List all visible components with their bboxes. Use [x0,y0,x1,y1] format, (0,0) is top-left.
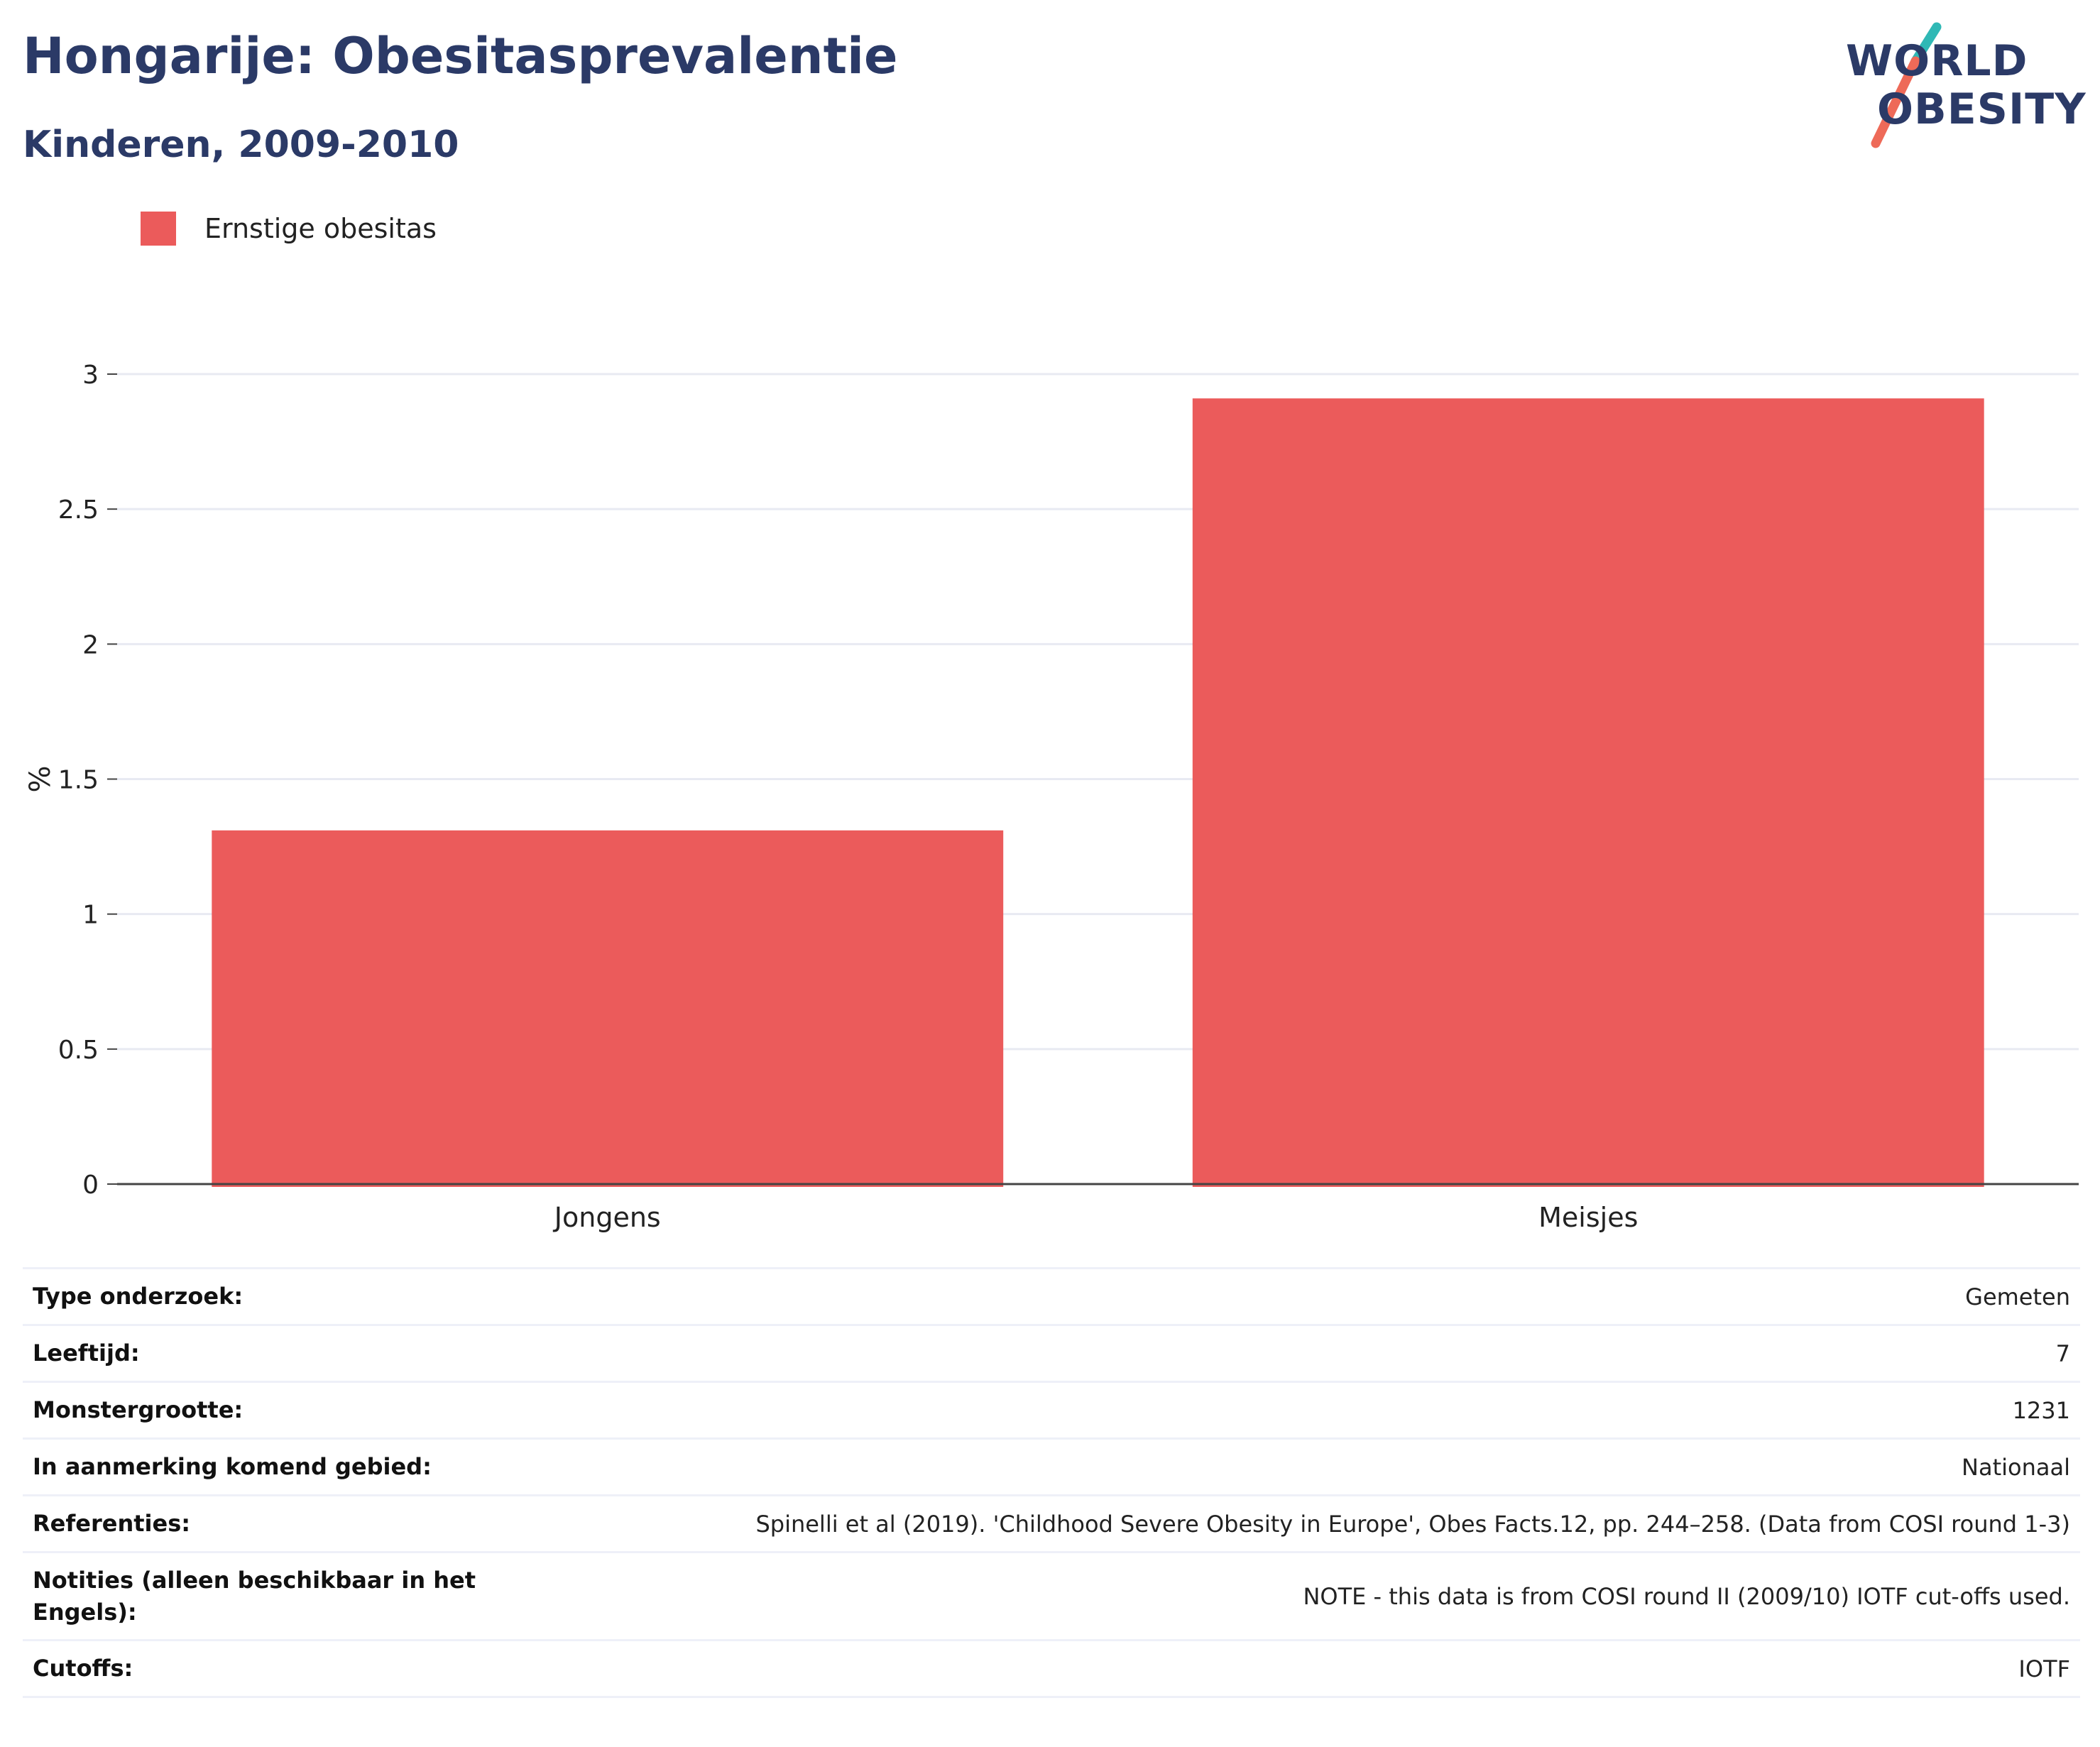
info-label: Leeftijd: [23,1324,497,1382]
x-tick-label: Jongens [553,1202,661,1233]
info-label: In aanmerking komend gebied: [23,1437,497,1496]
info-value: 7 [497,1324,2080,1382]
logo-text-world: WORLD [1846,36,2028,86]
logo-text-obesity: OBESITY [1877,84,2087,134]
y-tick-label: 0.5 [58,1036,99,1065]
info-label: Type onderzoek: [23,1267,497,1325]
legend-label: Ernstige obesitas [204,213,437,244]
chart-subtitle: Kinderen, 2009-2010 [23,124,459,166]
info-label: Monstergrootte: [23,1381,497,1439]
logo-slash-icon [1871,22,1942,148]
info-row: Notities (alleen beschikbaar in het Enge… [23,1551,2080,1641]
bar [1192,398,1984,1187]
bar [212,830,1004,1187]
info-value: IOTF [497,1639,2080,1698]
info-row: Cutoffs: IOTF [23,1639,2080,1698]
y-tick-label: 3 [82,361,99,390]
info-row: Leeftijd: 7 [23,1324,2080,1382]
bar-chart: 0 0.5 1 1.5 2 2.5 3% Jongens Meisjes [24,361,2079,1233]
info-value: NOTE - this data is from COSI round II (… [497,1551,2080,1641]
info-row: Type onderzoek: Gemeten [23,1267,2080,1325]
world-obesity-logo: WORLD OBESITY [1846,21,2087,149]
y-tick-label: 1 [82,901,99,930]
y-tick-label: 2.5 [58,495,99,525]
y-tick-label: 2 [82,630,99,659]
y-axis-label: % [24,765,57,792]
info-label: Referenties: [23,1494,497,1552]
info-value: Nationaal [497,1437,2080,1496]
chart-title: Hongarije: Obesitasprevalentie [23,27,898,85]
info-row: In aanmerking komend gebied: Nationaal [23,1437,2080,1496]
chart-legend: Ernstige obesitas [141,212,437,246]
info-value: 1231 [497,1381,2080,1439]
info-row: Monstergrootte: 1231 [23,1381,2080,1439]
x-tick-label: Meisjes [1538,1202,1638,1233]
info-value: Spinelli et al (2019). 'Childhood Severe… [497,1494,2080,1552]
info-label: Cutoffs: [23,1639,497,1698]
info-row: Referenties: Spinelli et al (2019). 'Chil… [23,1494,2080,1552]
y-tick-label: 0 [82,1171,99,1200]
info-value: Gemeten [497,1267,2080,1325]
info-label: Notities (alleen beschikbaar in het Enge… [23,1551,497,1641]
y-tick-label: 1.5 [58,766,99,795]
info-table: Type onderzoek: Gemeten Leeftijd: 7 Monsterg… [23,1267,2080,1698]
legend-swatch [141,212,176,246]
